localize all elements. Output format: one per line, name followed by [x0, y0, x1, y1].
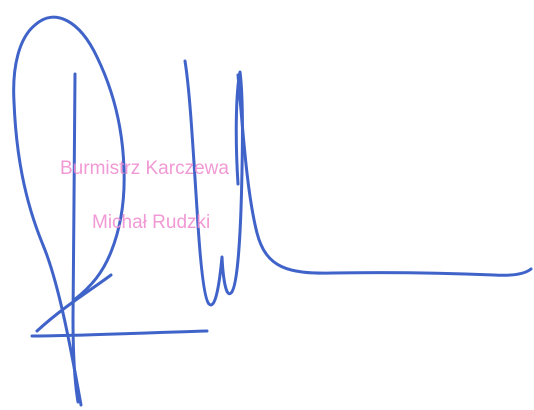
stamp-title: Burmistrz Karczewa: [60, 158, 229, 179]
signature-first-loop-stroke: [183, 59, 244, 307]
stamp-name: Michał Rudzki: [92, 212, 211, 233]
signature-underline-stroke: [30, 329, 209, 338]
signature-main-vertical-stroke: [71, 72, 80, 404]
signature-second-loop-stroke: [236, 73, 533, 277]
signature-ink: [12, 15, 533, 407]
signature-loop-stroke: [12, 15, 126, 407]
signature-diagonal-stroke: [35, 273, 113, 333]
